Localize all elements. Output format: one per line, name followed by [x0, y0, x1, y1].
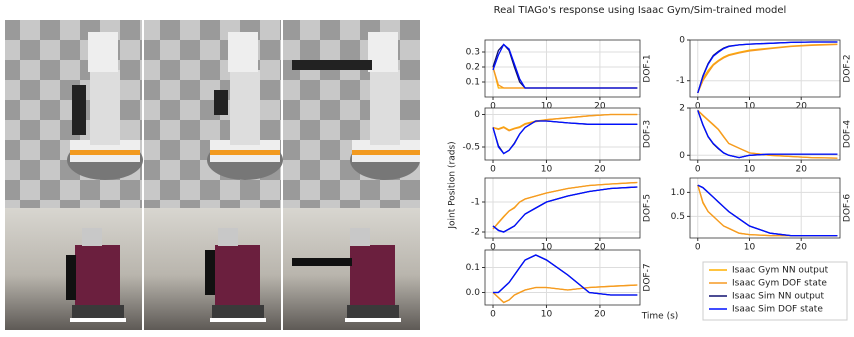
plot-frame	[689, 107, 841, 161]
x-tick-label: 0	[695, 102, 701, 112]
subplot-label: DOF-7	[643, 263, 653, 291]
x-tick-label: 20	[594, 102, 606, 112]
subplot-label: DOF-5	[643, 194, 653, 222]
series-line	[492, 284, 638, 304]
y-tick-label: 0.1	[466, 78, 480, 88]
series-line	[697, 109, 838, 159]
plot-frame	[689, 39, 841, 98]
real-robot	[205, 228, 266, 322]
y-tick-label: 1.0	[671, 188, 686, 198]
x-tick-label: 10	[744, 165, 756, 175]
plot-frame	[689, 177, 841, 239]
series-line	[492, 181, 638, 230]
y-tick-label: 0.3	[466, 48, 480, 58]
series-line	[492, 186, 638, 233]
plot-frame	[484, 177, 641, 239]
x-tick-label: 0	[490, 310, 496, 320]
series-line	[697, 41, 838, 94]
x-tick-label: 0	[490, 102, 496, 112]
series-line	[492, 66, 638, 89]
x-tick-label: 0	[490, 243, 496, 253]
y-tick-label: 0	[679, 36, 685, 46]
subplot-label: DOF-1	[643, 54, 653, 82]
series-line	[697, 41, 838, 94]
series-line	[492, 284, 638, 304]
x-tick-label: 0	[695, 165, 701, 175]
series-line	[697, 110, 838, 159]
x-tick-label: 20	[594, 310, 606, 320]
series-line	[697, 43, 838, 94]
y-tick-label: -2	[471, 228, 480, 238]
series-line	[493, 254, 638, 296]
x-tick-label: 10	[541, 165, 553, 175]
y-tick-label: 0.0	[466, 288, 481, 298]
x-tick-label: 20	[795, 165, 807, 175]
y-tick-label: -0.5	[462, 143, 480, 153]
x-tick-label: 20	[594, 243, 606, 253]
photo-grid	[5, 20, 420, 330]
series-line	[492, 43, 638, 89]
y-tick-label: 0.2	[466, 63, 480, 73]
subplot-label: DOF-6	[843, 194, 853, 222]
y-axis-label: Joint Position (rads)	[448, 141, 458, 229]
legend-label: Isaac Gym DOF state	[732, 279, 827, 289]
x-tick-label: 20	[795, 243, 807, 253]
subplot-label: DOF-4	[843, 120, 853, 148]
x-tick-label: 10	[744, 102, 756, 112]
x-tick-label: 20	[594, 165, 606, 175]
subplot-label: DOF-2	[843, 54, 853, 82]
sim-robot	[207, 32, 283, 180]
x-tick-label: 10	[541, 243, 553, 253]
sim-robot	[292, 32, 420, 180]
legend-label: Isaac Sim NN output	[732, 292, 825, 302]
series-line	[492, 66, 638, 89]
series-line	[492, 113, 638, 132]
legend-label: Isaac Sim DOF state	[732, 305, 823, 315]
y-tick-label: -1	[676, 76, 685, 86]
x-tick-label: 10	[744, 243, 756, 253]
x-tick-label: 0	[695, 243, 701, 253]
y-tick-label: -1	[471, 198, 480, 208]
x-axis-label: Time (s)	[641, 312, 679, 322]
subplot-label: DOF-3	[643, 120, 653, 148]
series-line	[697, 110, 838, 159]
figure-title: Real TIAGo's response using Isaac Gym/Si…	[494, 5, 787, 16]
sim-robot	[67, 32, 143, 180]
real-robot	[292, 228, 401, 322]
series-line	[697, 184, 838, 237]
series-line	[492, 120, 638, 155]
legend	[702, 261, 848, 321]
y-tick-label: 2	[679, 104, 685, 114]
plot-frame	[484, 39, 641, 98]
legend-label: Isaac Gym NN output	[732, 266, 829, 276]
real-robot	[66, 228, 126, 322]
y-tick-label: 0	[679, 151, 685, 161]
y-tick-label: 0.5	[671, 212, 685, 222]
plot-frame	[484, 249, 641, 306]
series-line	[697, 109, 838, 159]
y-tick-label: 0.1	[466, 263, 480, 273]
x-tick-label: 20	[795, 102, 807, 112]
y-tick-label: 0	[474, 110, 480, 120]
sim-photo-row	[5, 20, 420, 208]
x-tick-label: 10	[541, 102, 553, 112]
x-tick-label: 10	[541, 310, 553, 320]
series-line	[492, 120, 638, 155]
plot-frame	[484, 107, 641, 161]
x-tick-label: 0	[490, 165, 496, 175]
